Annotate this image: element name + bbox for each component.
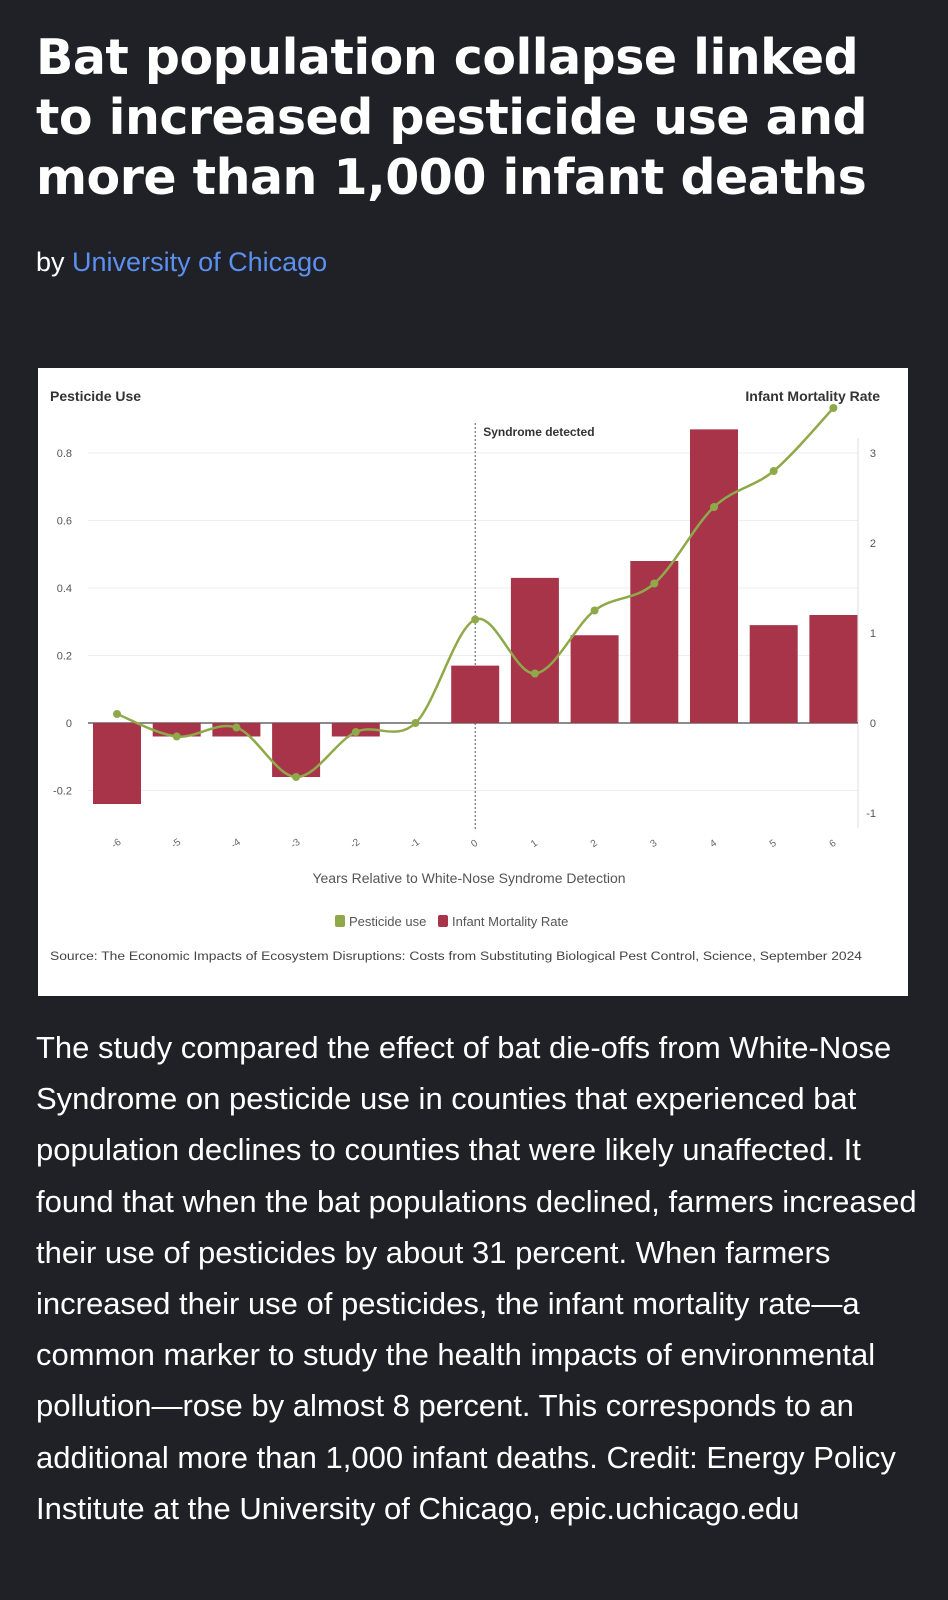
pesticide-use-point [530, 669, 539, 678]
x-tick-label: -3 [289, 837, 303, 851]
bar-infant-mortality [749, 625, 798, 723]
bar-infant-mortality [570, 635, 619, 723]
pesticide-use-point [113, 710, 121, 718]
x-tick-label: 3 [648, 838, 659, 850]
right-axis-title: Infant Mortality Rate [745, 388, 880, 404]
pesticide-use-point [769, 467, 778, 475]
x-tick-label: -5 [169, 837, 183, 851]
byline: by University of Chicago [36, 244, 327, 280]
x-tick-label: 6 [828, 838, 839, 850]
right-tick-label: 1 [870, 628, 876, 640]
pesticide-use-point [471, 615, 480, 624]
bar-infant-mortality [809, 615, 858, 723]
figure-caption: The study compared the effect of bat die… [36, 1030, 917, 1526]
pesticide-use-point [292, 773, 301, 781]
x-tick-label: 1 [529, 838, 540, 850]
x-tick-label: 2 [589, 838, 600, 850]
legend-label-infant-mortality: Infant Mortality Rate [452, 914, 568, 929]
syndrome-annotation: Syndrome detected [483, 425, 594, 439]
right-tick-label: 2 [870, 538, 876, 550]
bar-infant-mortality [690, 429, 738, 723]
pesticide-use-point [710, 503, 718, 511]
bar-infant-mortality [451, 665, 500, 723]
x-tick-label: -2 [349, 837, 363, 851]
x-tick-label: 4 [708, 838, 719, 850]
article-title: Bat population collapse linked to increa… [36, 29, 868, 206]
pesticide-use-point [411, 719, 420, 727]
pesticide-use-point [232, 723, 241, 732]
left-tick-label: -0.2 [53, 786, 72, 798]
x-tick-label: 5 [768, 838, 779, 850]
left-tick-label: 0.4 [57, 583, 72, 595]
pesticide-use-point [650, 579, 659, 588]
legend-swatch-pesticide [335, 915, 345, 927]
bar-infant-mortality [93, 723, 141, 804]
chart-figure: -0.2 0 0.2 0.4 0.6 0.8 -1 0 1 2 3 Syndrome detected… [38, 368, 908, 996]
legend-swatch-infant-mortality [438, 915, 448, 927]
right-tick-label: 3 [870, 448, 876, 460]
bar-infant-mortality [630, 561, 679, 723]
pesticide-use-point [590, 606, 599, 615]
pesticide-use-point [351, 728, 360, 736]
left-tick-label: 0.6 [57, 516, 72, 528]
x-tick-label: -6 [110, 837, 124, 851]
byline-prefix: by [36, 247, 65, 277]
pesticide-use-point [172, 732, 181, 741]
x-tick-label: 0 [469, 838, 480, 850]
left-tick-label: 0.8 [57, 448, 72, 460]
legend-label-pesticide: Pesticide use [349, 914, 426, 929]
x-tick-label: -4 [229, 837, 243, 851]
author-link[interactable]: University of Chicago [72, 247, 328, 277]
pesticide-use-point [829, 404, 838, 412]
left-axis-title: Pesticide Use [50, 388, 141, 404]
left-tick-label: 0.2 [57, 651, 72, 663]
right-tick-label: -1 [866, 808, 876, 820]
chart-svg: -0.2 0 0.2 0.4 0.6 0.8 -1 0 1 2 3 Syndrome detected… [50, 388, 880, 963]
right-tick-label: 0 [870, 718, 876, 730]
x-tick-label: -1 [408, 837, 422, 851]
chart-source: Source: The Economic Impacts of Ecosyste… [50, 949, 862, 963]
left-tick-label: 0 [66, 718, 72, 730]
bar-infant-mortality [510, 577, 559, 723]
x-axis-label: Years Relative to White-Nose Syndrome De… [312, 870, 625, 886]
